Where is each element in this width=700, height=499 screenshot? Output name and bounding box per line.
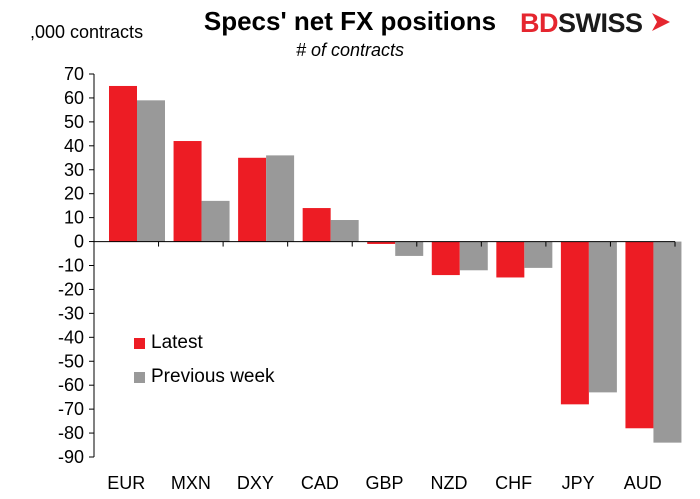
x-tick-label-mxn: MXN [171, 473, 211, 493]
y-tick-label: -40 [58, 327, 84, 347]
logo-bd-text: BD [520, 8, 559, 38]
bar-latest-aud [625, 241, 654, 429]
x-tick-label-dxy: DXY [237, 473, 274, 493]
x-tick-label-cad: CAD [301, 473, 339, 493]
bdswiss-logo: BDSWISS [520, 8, 672, 39]
bar-previous-week-eur [137, 100, 165, 242]
x-tick-label-aud: AUD [624, 473, 662, 493]
y-tick-label: -10 [58, 256, 84, 276]
bar-latest-cad [302, 208, 331, 242]
y-tick-label: -20 [58, 279, 84, 299]
bar-previous-week-cad [330, 220, 359, 242]
x-tick-label-gbp: GBP [365, 473, 403, 493]
bar-latest-chf [496, 241, 525, 278]
y-tick-label: 60 [64, 88, 84, 108]
bar-latest-nzd [431, 241, 460, 276]
y-tick-label: -30 [58, 303, 84, 323]
x-tick-label-nzd: NZD [431, 473, 468, 493]
bar-previous-week-chf [524, 241, 553, 268]
legend-item-previous-week: Previous week [134, 360, 275, 394]
legend: Latest Previous week [134, 326, 275, 394]
y-tick-label: -50 [58, 351, 84, 371]
x-tick-label-chf: CHF [495, 473, 532, 493]
y-tick-label: 10 [64, 208, 84, 228]
legend-label-previous-week: Previous week [151, 366, 275, 387]
y-tick-label: 30 [64, 160, 84, 180]
chart-subtitle: # of contracts [295, 40, 405, 60]
bar-previous-week-nzd [459, 241, 488, 271]
y-axis-unit-label: ,000 contracts [30, 22, 144, 42]
bar-latest-mxn [173, 141, 202, 242]
bar-latest-gbp [367, 241, 396, 244]
bar-latest-dxy [238, 157, 267, 242]
bar-previous-week-mxn [201, 200, 230, 242]
bar-latest-eur [109, 85, 137, 242]
bar-latest-jpy [560, 241, 589, 405]
legend-label-latest: Latest [151, 332, 203, 353]
y-tick-label: 0 [74, 232, 84, 252]
legend-swatch-previous-week [134, 371, 145, 383]
y-tick-label: -80 [58, 423, 84, 443]
bar-previous-week-aud [653, 241, 682, 443]
y-tick-label: -70 [58, 399, 84, 419]
y-tick-label: 40 [64, 136, 84, 156]
y-tick-label: 50 [64, 112, 84, 132]
bar-previous-week-gbp [395, 241, 424, 256]
x-tick-label-eur: EUR [107, 473, 145, 493]
legend-swatch-latest [134, 337, 145, 349]
logo-swiss-text: SWISS [558, 8, 643, 38]
y-tick-label: 70 [64, 64, 84, 84]
x-tick-label-jpy: JPY [562, 473, 595, 493]
chart-title: Specs' net FX positions [203, 6, 497, 36]
legend-item-latest: Latest [134, 326, 275, 360]
y-tick-label: -90 [58, 447, 84, 467]
y-tick-label: 20 [64, 184, 84, 204]
y-tick-label: -60 [58, 375, 84, 395]
bar-previous-week-jpy [588, 241, 617, 393]
bar-previous-week-dxy [266, 155, 295, 242]
logo-arrow-icon [651, 13, 670, 31]
